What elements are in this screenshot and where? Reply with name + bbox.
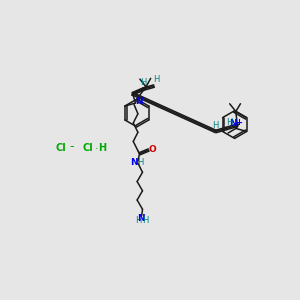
Text: Cl: Cl	[56, 143, 67, 153]
Text: H: H	[137, 158, 143, 167]
Text: N: N	[130, 158, 138, 167]
Text: H: H	[153, 75, 160, 84]
Text: H: H	[135, 216, 141, 225]
Text: H: H	[226, 118, 233, 127]
Text: Cl: Cl	[83, 143, 94, 153]
Text: H: H	[142, 216, 149, 225]
Text: +: +	[236, 118, 242, 127]
Text: N: N	[135, 97, 142, 106]
Text: N: N	[229, 119, 237, 128]
Text: O: O	[149, 146, 156, 154]
Text: -: -	[69, 140, 74, 153]
Text: ·: ·	[95, 144, 99, 154]
Text: N: N	[137, 214, 145, 223]
Text: H: H	[98, 143, 106, 153]
Text: H: H	[213, 121, 219, 130]
Text: H: H	[140, 79, 146, 88]
